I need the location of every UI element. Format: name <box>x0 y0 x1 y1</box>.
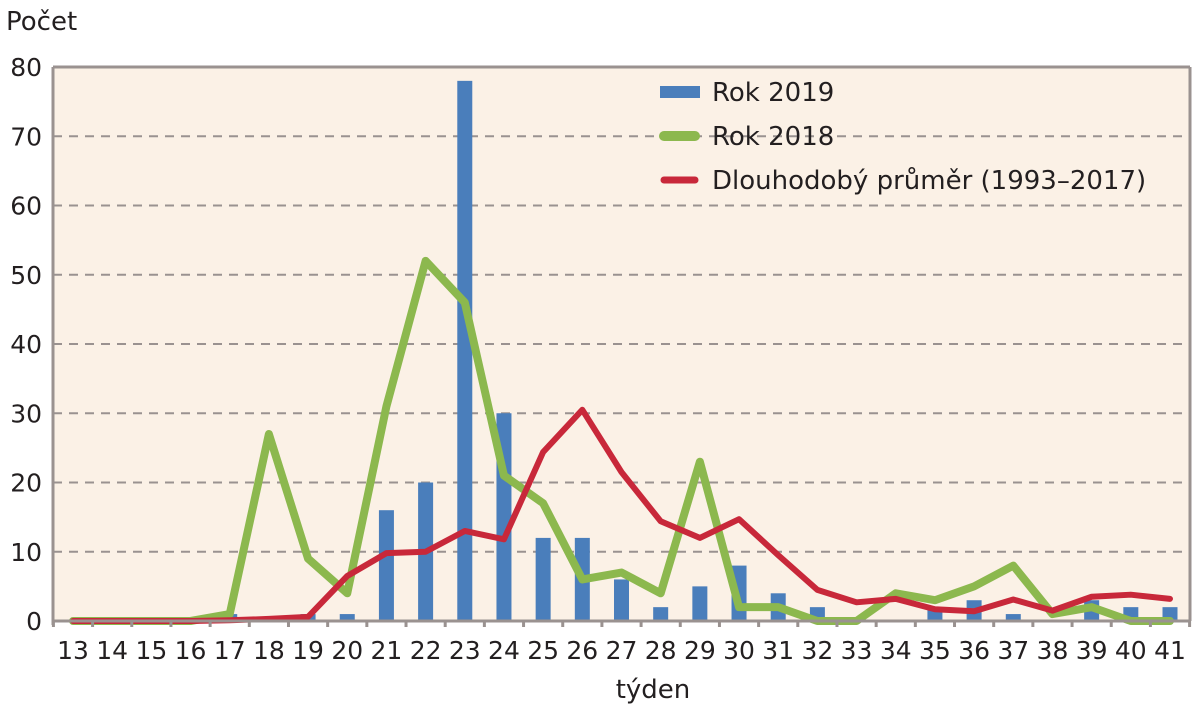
legend-label: Rok 2018 <box>712 122 834 152</box>
y-tick-label: 60 <box>10 192 42 221</box>
x-tick-label: 27 <box>606 636 638 665</box>
bar <box>339 614 355 621</box>
x-tick-label: 30 <box>723 636 755 665</box>
x-tick-label: 39 <box>1076 636 1108 665</box>
line-series-2018 <box>69 256 1174 625</box>
bar <box>692 586 708 621</box>
x-tick-label: 14 <box>96 636 128 665</box>
x-tick-label: 22 <box>410 636 442 665</box>
x-tick-label: 23 <box>449 636 481 665</box>
x-tick-label: 21 <box>371 636 403 665</box>
y-tick-label: 20 <box>10 469 42 498</box>
y-tick-label: 50 <box>10 261 42 290</box>
line-series-long-term-average <box>70 406 1173 624</box>
axes <box>51 65 1192 627</box>
bar <box>378 510 394 621</box>
x-tick-label: 31 <box>762 636 794 665</box>
y-tick-label: 30 <box>10 399 42 428</box>
x-tick-label: 28 <box>645 636 677 665</box>
x-tick-label: 40 <box>1115 636 1147 665</box>
x-tick-label: 19 <box>292 636 324 665</box>
x-tick-label: 24 <box>488 636 520 665</box>
x-tick-label: 34 <box>880 636 912 665</box>
y-tick-label: 80 <box>10 53 42 82</box>
gridlines <box>53 135 1190 553</box>
x-axis-title: týden <box>616 675 691 705</box>
bar-series-2019 <box>222 80 1178 622</box>
y-tick-labels: 0 10 20 30 40 50 60 70 80 <box>10 53 42 636</box>
x-tick-label: 32 <box>801 636 833 665</box>
x-tick-label: 37 <box>997 636 1029 665</box>
legend-swatch-2019 <box>660 86 700 98</box>
y-tick-label: 70 <box>10 122 42 151</box>
bar <box>535 537 551 621</box>
x-tick-label: 20 <box>331 636 363 665</box>
x-tick-label: 13 <box>57 636 89 665</box>
x-tick-label: 35 <box>919 636 951 665</box>
x-tick-label: 18 <box>253 636 285 665</box>
x-tick-label: 26 <box>566 636 598 665</box>
y-tick-label: 40 <box>10 330 42 359</box>
x-tick-label: 15 <box>135 636 167 665</box>
x-tick-label: 25 <box>527 636 559 665</box>
x-tick-label: 17 <box>214 636 246 665</box>
bar <box>653 607 669 621</box>
x-tick-label: 38 <box>1037 636 1069 665</box>
x-tick-labels: 13 14 15 16 17 18 19 20 21 22 23 24 25 26 27 28 29 30 31 32… <box>57 636 1186 665</box>
bar <box>1005 614 1021 621</box>
x-tick-label: 33 <box>841 636 873 665</box>
bar <box>457 80 473 622</box>
y-axis-title: Počet <box>6 7 77 37</box>
y-tick-label: 0 <box>26 607 42 636</box>
legend-label: Rok 2019 <box>712 78 834 108</box>
line-series <box>69 256 1174 625</box>
y-tick-label: 10 <box>10 538 42 567</box>
x-tick-label: 29 <box>684 636 716 665</box>
legend: Rok 2019 Rok 2018 Dlouhodobý průměr (1993–… <box>659 78 1146 196</box>
legend-label: Dlouhodobý průměr (1993–2017) <box>712 166 1146 196</box>
x-tick-label: 16 <box>175 636 207 665</box>
x-tick-label: 41 <box>1154 636 1186 665</box>
x-tick-label: 36 <box>958 636 990 665</box>
bar <box>614 579 629 621</box>
